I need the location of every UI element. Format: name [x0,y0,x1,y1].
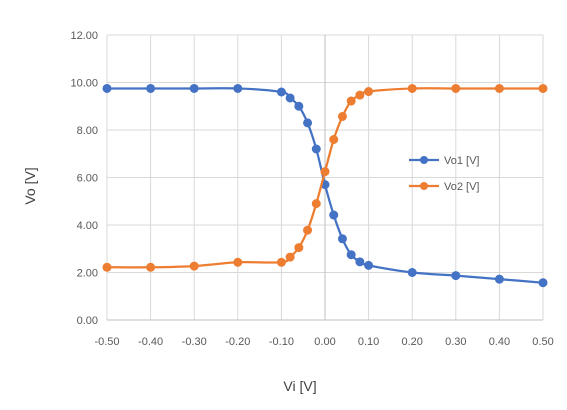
y-tick-label: 12.00 [70,30,98,42]
data-point [346,96,356,106]
data-point [303,118,313,128]
x-tick-label: 0.50 [532,336,553,348]
data-point [189,83,199,93]
data-point [320,167,330,177]
data-point [407,268,417,277]
x-tick-label: 0.10 [358,336,379,348]
data-point [494,274,504,284]
data-point [233,83,243,93]
legend-label: Vo1 [V] [444,155,479,167]
data-point [494,83,504,93]
data-point [294,101,304,111]
data-point [294,243,304,253]
data-point [102,262,112,272]
legend-entry: Vo1 [V] [409,155,479,167]
legend-marker [420,182,428,190]
data-point [189,261,199,271]
y-tick-label: 4.00 [77,220,98,232]
data-point [538,278,548,288]
y-axis-title: Vo [V] [22,167,38,204]
data-point [355,257,365,267]
legend-entry: Vo2 [V] [409,181,479,193]
y-tick-label: 10.00 [70,78,98,90]
data-point [407,83,417,93]
data-point [233,257,243,267]
data-point [285,93,295,103]
data-point [276,87,286,97]
x-tick-label: 0.40 [489,336,510,348]
data-point [285,252,295,262]
data-point [146,83,156,93]
x-tick-labels: -0.50 -0.40 -0.30 -0.20 -0.10 0.00 0.10 0.20 0.3… [94,336,553,348]
data-point [364,87,374,97]
series-layer [102,83,548,288]
x-axis-title: Vi [V] [283,378,316,394]
legend: Vo1 [V] Vo2 [V] [409,155,479,193]
x-tick-label: -0.20 [225,336,250,348]
data-point [146,262,156,272]
y-tick-labels: 0.00 2.00 4.00 6.00 8.00 10.00 12.00 [70,30,98,327]
x-tick-label: -0.10 [269,336,294,348]
y-tick-label: 6.00 [77,173,98,185]
data-point [364,260,374,270]
data-point [303,225,313,235]
y-tick-label: 0.00 [77,315,98,327]
series-2 [102,83,548,272]
data-point [102,83,112,93]
y-tick-label: 2.00 [77,268,98,280]
data-point [329,210,339,220]
data-point [276,257,286,267]
x-tick-label: 0.00 [314,336,335,348]
x-tick-label: -0.40 [138,336,163,348]
x-tick-label: 0.20 [401,336,422,348]
data-point [337,111,347,121]
data-point [451,83,461,93]
data-point [355,90,365,100]
data-point [538,83,548,93]
x-tick-label: -0.50 [94,336,119,348]
data-point [329,135,339,144]
data-point [346,250,356,260]
x-tick-label: 0.30 [445,336,466,348]
data-point [311,199,321,209]
legend-marker [420,156,428,164]
axes [107,35,543,321]
data-point [337,234,347,244]
legend-label: Vo2 [V] [444,181,479,193]
series-1 [102,83,548,288]
x-tick-label: -0.30 [182,336,207,348]
data-point [451,271,461,281]
y-tick-label: 8.00 [77,125,98,137]
data-point [311,144,321,154]
